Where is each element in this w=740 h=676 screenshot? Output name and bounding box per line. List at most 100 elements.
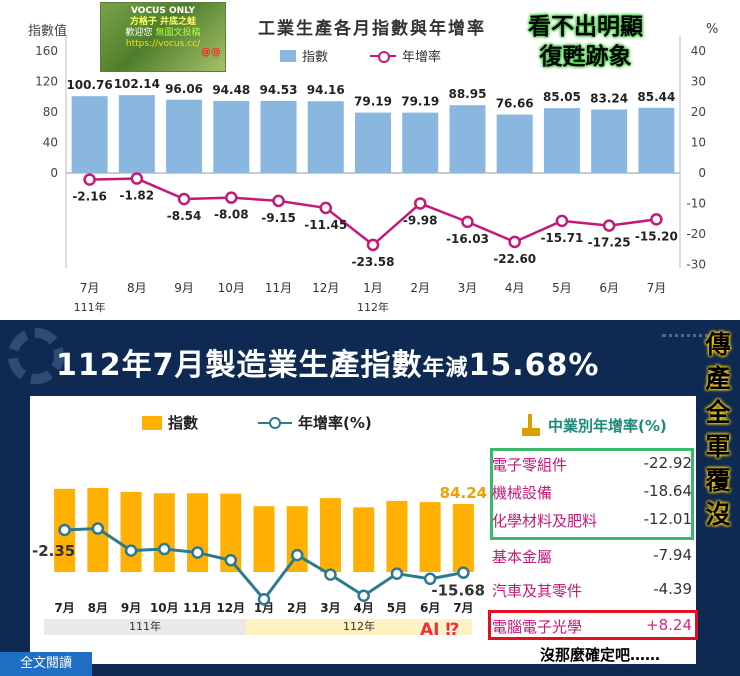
industry-name: 化學材料及肥料 (492, 512, 598, 530)
ai-note-mark: ⁉ (445, 620, 460, 640)
index-bar (402, 112, 439, 173)
month-tick-label: 12月 (312, 281, 339, 295)
index-value-label: 83.24 (590, 92, 628, 106)
index-bar (319, 498, 341, 572)
month-tick-label: 5月 (387, 601, 407, 615)
index-bar (260, 100, 297, 173)
right-tick-label: 20 (691, 105, 706, 119)
month-tick-label: 6月 (420, 601, 440, 615)
legend-bar-label: 指數 (302, 50, 329, 65)
month-tick-label: 5月 (552, 281, 572, 295)
legend-line-label: 年增率 (402, 50, 442, 65)
index-bar (353, 507, 375, 572)
left-tick-label: 160 (35, 44, 58, 58)
top-legend-bar: 指數 (280, 46, 328, 65)
legend-line-swatch (370, 50, 396, 63)
rate-point (83, 173, 96, 186)
vertical-char: 全 (705, 398, 731, 427)
month-tick-label: 8月 (127, 281, 147, 295)
industry-row: 電子零組件 -22.92 (492, 454, 692, 475)
index-bar (153, 493, 175, 572)
rate-point (124, 544, 138, 557)
index-value-label: 79.19 (354, 95, 392, 109)
month-tick-label: 8月 (88, 601, 108, 615)
rate-point (58, 523, 71, 537)
year-band-112: 112年 (246, 619, 472, 635)
index-bar (187, 493, 209, 572)
industry-value: +8.24 (646, 616, 692, 634)
industry-name: 電腦電子光學 (492, 618, 583, 636)
month-tick-label: 12月 (216, 601, 245, 615)
rate-point (130, 172, 144, 185)
right-tick-label: -20 (686, 227, 706, 241)
top-chart-svg: 160 120 80 40 0 40 30 20 10 0 -10 -20 -30 100.76 7月 102… (35, 36, 706, 314)
index-bar (638, 107, 675, 173)
industry-row: 汽車及其零件 -4.39 (492, 580, 692, 601)
index-value-label: 102.14 (114, 77, 160, 91)
right-tick-label: -30 (686, 258, 706, 272)
industry-header: 中業別年增率(%) (520, 414, 667, 436)
not-so-sure-annotation: 沒那麼確定吧…… (540, 646, 661, 664)
rate-value-label: -9.98 (403, 213, 438, 227)
month-tick-label: 11月 (265, 281, 292, 295)
rate-value-label: -16.03 (446, 232, 489, 246)
industry-value: -22.92 (643, 454, 692, 472)
top-chart-title: 工業生產各月指數與年增率 (258, 19, 486, 39)
watermark-line5: 無圖文投稿 (155, 28, 201, 38)
rate-value-label: -15.71 (540, 231, 583, 245)
bottom-chart-card: 7月 8月 9月 10月 11月 12月 1月 2月 3月 4月 5月 6月 7月 -2.35 -15.68… (30, 396, 698, 664)
rate-value-label: -8.54 (167, 209, 202, 223)
month-tick-label: 7月 (80, 281, 100, 295)
watermark-badge: @@ (201, 47, 221, 58)
month-tick-label: 10月 (218, 281, 245, 295)
right-tick-label: 40 (691, 44, 706, 58)
read-full-article-button[interactable]: 全文閱讀 (0, 652, 92, 676)
last-index-label: 84.24 (440, 484, 487, 502)
rate-value-label: -8.08 (214, 208, 249, 222)
industry-row: 化學材料及肥料 -12.01 (492, 510, 692, 531)
index-bar (496, 114, 533, 173)
index-value-label: 94.16 (307, 83, 345, 97)
month-tick-label: 4月 (505, 281, 525, 295)
rate-value-label: -17.25 (588, 236, 631, 250)
rate-point (225, 191, 238, 204)
highlight-box-red (488, 610, 698, 640)
vertical-char: 傳 (705, 330, 731, 359)
index-bar (386, 500, 408, 572)
rate-point (413, 197, 427, 210)
rate-value-label: -22.60 (493, 252, 536, 266)
month-tick-label: 1月 (254, 601, 274, 615)
bottom-news-panel: 112年7月製造業生產指數年減15.68% 傳 產 全 軍 覆 沒 7月 8月 9月… (0, 320, 740, 676)
right-tick-label: 30 (691, 75, 706, 89)
dots-decoration (662, 334, 722, 344)
rate-point (324, 568, 337, 581)
index-bar (120, 492, 142, 572)
legend-bar-label: 指數 (168, 414, 199, 432)
month-tick-label: 3月 (320, 601, 340, 615)
rate-point (272, 194, 285, 208)
headline-value: 15.68% (468, 348, 600, 383)
rate-point (555, 214, 569, 228)
year-band-111: 111年 (44, 619, 246, 635)
industry-name: 電子零組件 (492, 456, 568, 474)
index-bar (213, 100, 250, 173)
month-tick-label: 3月 (458, 281, 478, 295)
crane-icon (520, 414, 542, 436)
index-bar (253, 506, 275, 572)
right-tick-label: -10 (686, 197, 706, 211)
top-left-axis-title: 指數值 (28, 24, 68, 39)
legend-line-swatch (258, 416, 292, 430)
watermark-line6: https://vocus.cc/ (125, 39, 201, 49)
industry-name: 汽車及其零件 (492, 582, 583, 600)
annotation-line2: 復甦跡象 (539, 44, 632, 70)
rate-point (457, 566, 470, 579)
rate-point (357, 589, 370, 603)
rate-point (390, 567, 404, 580)
first-rate-label: -2.35 (32, 542, 75, 560)
index-bar (355, 112, 391, 173)
index-bar (220, 493, 242, 572)
rate-point (508, 235, 521, 249)
year-label-111: 111年 (74, 300, 106, 314)
month-tick-label: 10月 (150, 601, 179, 615)
ai-note-text: AI (420, 620, 440, 640)
